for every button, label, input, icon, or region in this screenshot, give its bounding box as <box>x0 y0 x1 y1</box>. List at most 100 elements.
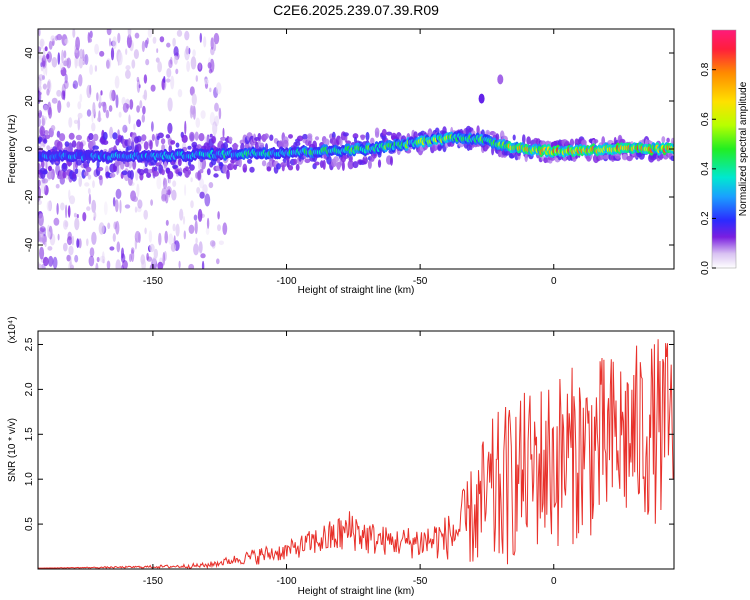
heatmap-speckle <box>42 83 48 90</box>
heatmap-speckle <box>92 180 95 189</box>
heatmap-speckle <box>111 89 116 102</box>
x-tick-label: -100 <box>277 576 297 587</box>
heatmap-cell <box>102 131 108 141</box>
heatmap-speckle <box>45 64 48 76</box>
heatmap-speckle <box>186 60 191 73</box>
heatmap-speckle <box>204 193 211 207</box>
heatmap-speckle <box>172 180 177 187</box>
heatmap-speckle <box>71 235 75 246</box>
heatmap-speckle <box>175 223 180 237</box>
heatmap-speckle <box>107 222 111 230</box>
heatmap-cell <box>71 140 77 148</box>
snr-y-label: SNR (10 * v/v) <box>7 418 18 482</box>
heatmap-cell <box>666 137 670 143</box>
heatmap-cell <box>163 161 168 169</box>
heatmap-feature <box>497 74 504 85</box>
heatmap-speckle <box>52 256 58 269</box>
heatmap-cell <box>231 143 239 149</box>
heatmap-speckle <box>130 139 135 152</box>
heatmap-speckle <box>105 109 110 119</box>
heatmap-speckle <box>184 184 187 197</box>
heatmap-speckle <box>222 222 228 235</box>
heatmap-cell <box>295 141 301 146</box>
heatmap-cell <box>83 171 89 177</box>
heatmap-speckle <box>134 206 138 213</box>
heatmap-speckle <box>50 125 56 131</box>
heatmap-speckle <box>144 39 148 49</box>
heatmap-speckle <box>41 55 47 69</box>
heatmap-speckle <box>184 120 187 135</box>
heatmap-speckle <box>125 65 131 71</box>
heatmap-cell <box>98 175 103 181</box>
heatmap-cell <box>143 168 149 174</box>
heatmap-cell <box>223 142 229 150</box>
heatmap-speckle <box>126 103 130 110</box>
heatmap-speckle <box>63 80 69 89</box>
heatmap-speckle <box>133 123 136 131</box>
heatmap-cell <box>293 158 298 165</box>
heatmap-cell <box>661 136 666 144</box>
heatmap-speckle <box>106 59 110 69</box>
heatmap-speckle <box>143 89 148 101</box>
heatmap-cell <box>64 141 70 148</box>
heatmap-cell <box>79 141 84 150</box>
heatmap-speckle <box>106 58 112 69</box>
heatmap-speckle <box>173 55 178 65</box>
heatmap-speckle <box>46 200 52 212</box>
colorbar-tick-label: 0.0 <box>700 261 711 275</box>
colorbar-tick-label: 0.2 <box>700 211 711 225</box>
heatmap-cell <box>188 160 191 167</box>
heatmap-speckle <box>195 117 201 128</box>
heatmap-cell <box>127 137 131 147</box>
heatmap-speckle <box>93 211 97 219</box>
heatmap-speckle <box>38 90 43 101</box>
heatmap-speckle <box>38 110 42 118</box>
heatmap-speckle <box>159 36 165 43</box>
heatmap-speckle <box>193 214 198 221</box>
heatmap-speckle <box>146 37 149 45</box>
heatmap-cell <box>209 133 213 138</box>
heatmap-speckle <box>188 263 195 269</box>
heatmap-cell <box>188 169 191 175</box>
heatmap-speckle <box>57 100 62 113</box>
heatmap-cell <box>322 159 326 170</box>
heatmap-speckle <box>217 211 220 220</box>
heatmap-speckle <box>120 265 124 269</box>
heatmap-speckle <box>124 204 131 209</box>
heatmap-speckle <box>77 117 81 131</box>
heatmap-speckle <box>214 115 220 127</box>
snr-panel: -150 -100 -50 0 0.5 1.0 1.5 2.0 2.5 Height of s… <box>7 316 675 597</box>
heatmap-speckle <box>66 236 73 246</box>
heatmap-speckle <box>118 111 122 118</box>
heatmap-speckle <box>55 183 60 189</box>
heatmap-cell <box>512 134 516 141</box>
heatmap-speckle <box>163 76 166 83</box>
heatmap-speckle <box>50 35 56 42</box>
heatmap-speckle <box>209 111 215 126</box>
y-tick-label: -40 <box>24 237 35 252</box>
heatmap-cell <box>81 169 86 179</box>
heatmap-speckle <box>212 121 218 136</box>
heatmap-cell <box>56 141 63 151</box>
heatmap-speckle <box>112 233 116 242</box>
heatmap-speckle <box>130 247 135 254</box>
heatmap-speckle <box>94 65 98 72</box>
heatmap-speckle <box>112 197 116 207</box>
heatmap-cell <box>374 127 380 136</box>
heatmap-cell <box>206 168 211 176</box>
heatmap-cell <box>257 133 262 141</box>
heatmap-speckle <box>136 119 142 128</box>
heatmap-speckle <box>136 183 140 198</box>
heatmap-cell <box>386 131 393 136</box>
heatmap-speckle <box>136 79 141 93</box>
heatmap-speckle <box>91 199 97 213</box>
heatmap-cell <box>161 169 165 176</box>
heatmap-speckle <box>156 48 159 53</box>
heatmap-speckle <box>146 252 149 261</box>
heatmap-cell <box>302 133 308 140</box>
heatmap-cell <box>132 159 137 170</box>
heatmap-speckle <box>61 90 66 100</box>
heatmap-speckle <box>190 105 196 115</box>
heatmap-cell <box>121 170 128 176</box>
heatmap-cell <box>348 154 353 163</box>
